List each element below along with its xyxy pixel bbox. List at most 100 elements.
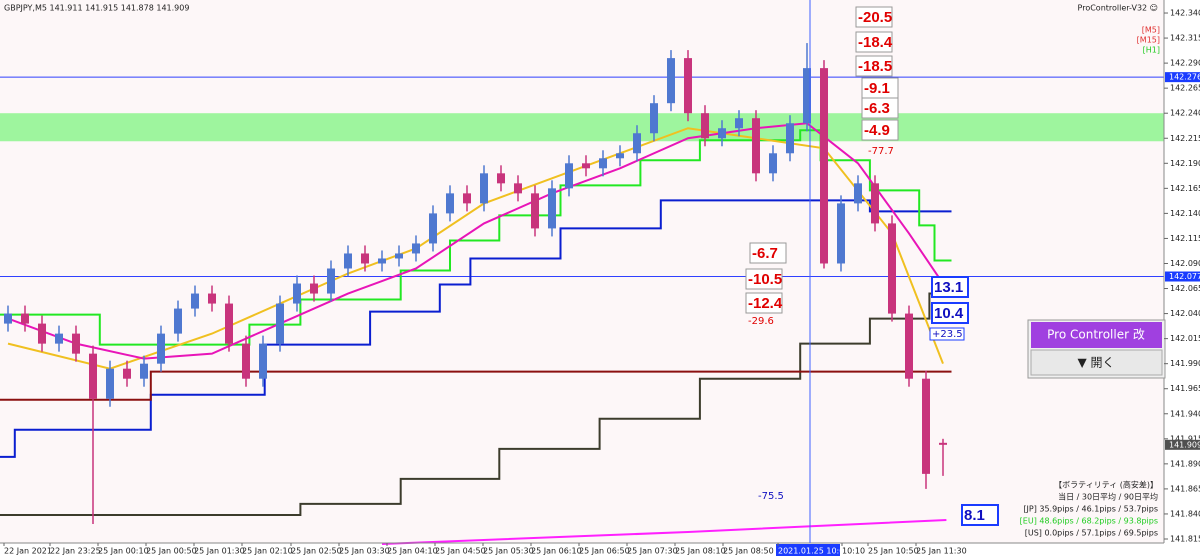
symbol-info: GBPJPY,M5 141.911 141.915 141.878 141.90…: [4, 4, 189, 13]
annotation-box: [749, 242, 787, 264]
annotation-box: [931, 276, 969, 298]
candle-body: [259, 343, 267, 379]
candle-body: [718, 128, 726, 139]
y-tick-label: 142.240: [1170, 109, 1200, 118]
x-tick-label: 25 Jan 02:10: [242, 547, 293, 556]
candle-body: [531, 193, 539, 229]
volatility-row: [US] 0.0pips / 57.1pips / 69.5pips: [1025, 529, 1158, 538]
volatility-row: [EU] 48.6pips / 68.2pips / 93.8pips: [1020, 517, 1158, 526]
y-tick-label: 142.165: [1170, 184, 1200, 193]
layer: -20.5 -18.4 -18.5 -9.1 -6.3 -4.9 -6.7 -10.5 -12.…: [0, 6, 1164, 546]
annotation-box: [929, 327, 965, 341]
annotation: 10.4: [934, 305, 964, 322]
x-tick-label: 25 Jan 06:50: [579, 547, 630, 556]
candle-body: [769, 153, 777, 174]
candle-body: [242, 343, 250, 379]
candle-body: [633, 133, 641, 154]
candle-body: [735, 118, 743, 129]
candle-body: [871, 183, 879, 224]
candle-body: [905, 313, 913, 379]
y-tick-label: 142.315: [1170, 34, 1200, 43]
candle-body: [650, 103, 658, 134]
x-tick-label: 25 Jan 02:50: [291, 547, 342, 556]
y-tick-label: 142.140: [1170, 209, 1200, 218]
x-tick-label: 25 Jan 03:30: [339, 547, 390, 556]
annotation-box: [931, 302, 969, 324]
volatility-columns: 当日 / 30日平均 / 90日平均: [1058, 492, 1158, 502]
x-tick-label: 25 Jan 08:10: [675, 547, 726, 556]
x-tick-label: 25 Jan 10:50: [868, 547, 919, 556]
panel-title: Pro Controller 改: [1047, 328, 1145, 342]
x-tick-label: 10:10: [842, 547, 865, 556]
y-tick-label: 141.965: [1170, 384, 1200, 393]
candle-body: [395, 253, 403, 259]
timeframe: [H1]: [1143, 46, 1160, 55]
candle-body: [565, 163, 573, 189]
candle-body: [803, 68, 811, 124]
candle-body: [514, 183, 522, 194]
indicator-line: [0, 199, 952, 458]
open-button-label[interactable]: ▼ 開く: [1077, 356, 1114, 370]
x-tick-label: 25 Jan 06:10: [531, 547, 582, 556]
time-highlight: [776, 544, 840, 556]
volatility-info: 【ボラティリティ (高安差)】 当日 / 30日平均 / 90日平均 [JP] …: [1020, 480, 1158, 538]
expert-name: ProController-V32 ☺: [1078, 4, 1158, 13]
candle-body: [786, 123, 794, 154]
open-button[interactable]: [1030, 349, 1163, 376]
annotation-box: [745, 292, 783, 314]
y-tick-label: 141.840: [1170, 509, 1200, 518]
candle-body: [157, 333, 165, 364]
candle-body: [939, 442, 947, 445]
candle-body: [548, 188, 556, 229]
annotation: -77.7: [868, 146, 894, 157]
plot-area: [0, 0, 1164, 543]
x-tick-label: 22 Jan 2021: [4, 547, 52, 556]
candle-body: [89, 353, 97, 399]
y-tick-label: 142.190: [1170, 159, 1200, 168]
candle-body: [497, 173, 505, 184]
candle-body: [837, 203, 845, 264]
candle-body: [38, 323, 46, 344]
x-tick-label: 25 Jan 04:10: [387, 547, 438, 556]
x-tick-label: 25 Jan 00:50: [146, 547, 197, 556]
annotation: -29.6: [748, 316, 774, 327]
indicator-line: [7, 122, 944, 360]
annotation: -18.4: [858, 34, 893, 51]
candle-body: [327, 268, 335, 294]
y-tick-label: 142.090: [1170, 259, 1200, 268]
candle-body: [276, 303, 284, 344]
candle-body: [429, 213, 437, 244]
candle-body: [463, 193, 471, 204]
y-tick-label: 142.340: [1170, 9, 1200, 18]
y-tick-label: 142.065: [1170, 284, 1200, 293]
x-tick-label: 25 Jan 08:50: [723, 547, 774, 556]
candle-body: [191, 293, 199, 309]
candle-body: [225, 303, 233, 344]
candle-body: [72, 333, 80, 354]
annotation-box: [855, 55, 893, 77]
candle-body: [361, 253, 369, 264]
y-tick-label: 141.890: [1170, 459, 1200, 468]
y-tick-label: 142.040: [1170, 309, 1200, 318]
x-tick-label: 25 Jan 01:30: [194, 547, 245, 556]
annotation: 8.1: [964, 507, 985, 524]
x-tick-label: 25 Jan 00:10: [98, 547, 149, 556]
annotation: -12.4: [748, 295, 783, 312]
candle-body: [310, 283, 318, 294]
candle-body: [922, 378, 930, 474]
candle-body: [752, 118, 760, 174]
price-marker: [1165, 72, 1200, 83]
candle-body: [854, 183, 862, 204]
y-tick-label: 141.940: [1170, 409, 1200, 418]
annotation-box: [745, 268, 783, 290]
candle-body: [174, 308, 182, 334]
candle-body: [616, 153, 624, 159]
annotation-box: [855, 31, 893, 53]
annotation: +23.5: [932, 329, 963, 340]
annotation: 13.1: [934, 279, 963, 296]
annotation: -18.5: [858, 58, 892, 75]
x-tick-label: 25 Jan 04:50: [435, 547, 486, 556]
candle-body: [123, 368, 131, 379]
candle-body: [701, 113, 709, 139]
candle-body: [4, 313, 12, 324]
